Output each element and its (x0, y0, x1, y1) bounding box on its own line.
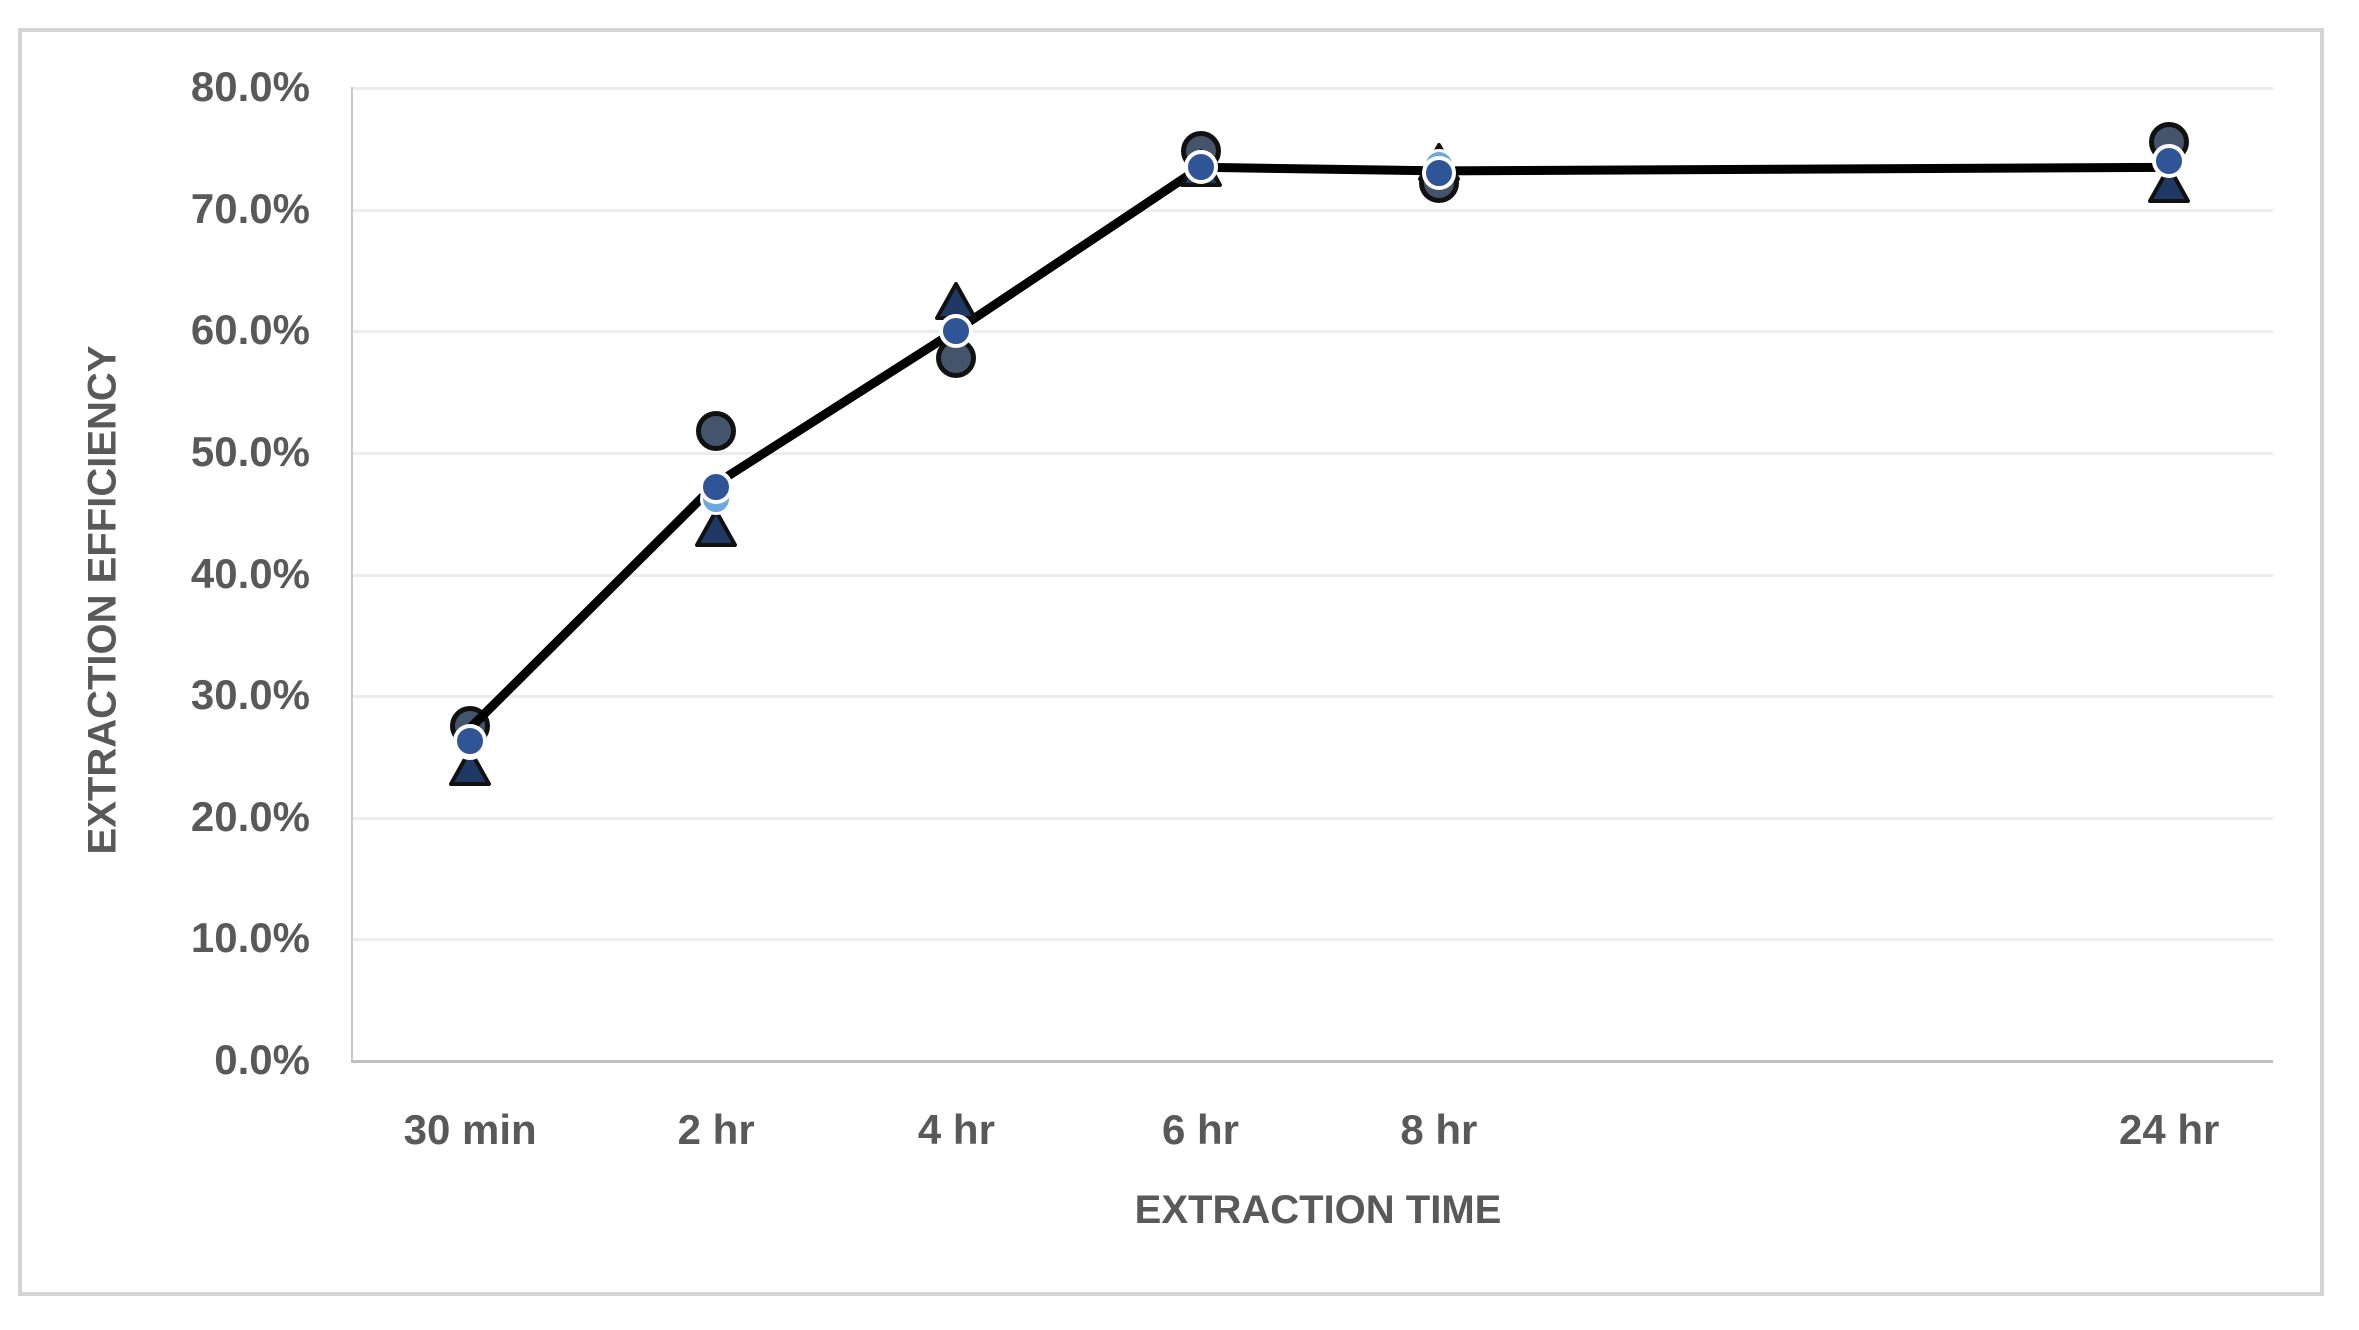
x-tick-label-30-min: 30 min (403, 1106, 537, 1153)
replicate-blue-circle-point-30-min (453, 724, 488, 759)
y-tick-label-700: 70.0% (190, 184, 310, 232)
y-axis-line (351, 87, 353, 1060)
triangle-shape (449, 747, 492, 786)
replicate-blue-circle-point-24-hr (2152, 144, 2187, 179)
y-tick-label-100: 10.0% (190, 914, 310, 962)
chart-outer-border (18, 28, 2324, 1296)
y-tick-label-200: 20.0% (190, 792, 310, 840)
replicate-navy-triangle-point-30-min (449, 747, 492, 786)
replicate-navy-triangle-point-2-hr (695, 509, 738, 548)
y-tick-label-800: 80.0% (190, 63, 310, 110)
x-tick-label-2-hr: 2 hr (677, 1106, 755, 1153)
x-tick-label-4-hr: 4 hr (917, 1106, 995, 1153)
mean-trend-line (465, 162, 2174, 733)
mean-trend-line-path (465, 162, 2174, 733)
y-axis-title: EXTRACTION EFFICIENCY (80, 345, 125, 855)
y-tick-label-300: 30.0% (190, 671, 310, 719)
gridline-80 (351, 87, 2273, 90)
y-tick-label-400: 40.0% (190, 549, 310, 597)
triangle-shape (935, 282, 978, 321)
x-tick-label-6-hr: 6 hr (1162, 1106, 1240, 1153)
gridline-70 (351, 208, 2273, 212)
y-tick-label-600: 60.0% (190, 306, 310, 354)
gridline-50 (351, 451, 2273, 455)
x-axis-baseline (351, 1060, 2273, 1063)
x-tick-label-8-hr: 8 hr (1400, 1106, 1478, 1153)
gridline-20 (351, 816, 2273, 820)
plot-area (351, 87, 2273, 1063)
replicate-dark-circle-point-4-hr (936, 338, 977, 379)
x-tick-label-24-hr: 24 hr (2119, 1106, 2220, 1153)
gridline-30 (351, 695, 2273, 699)
replicate-dark-circle-point-2-hr (696, 411, 737, 452)
y-tick-label-500: 50.0% (190, 427, 310, 475)
replicate-navy-triangle-point-24-hr (2148, 165, 2191, 204)
replicate-blue-circle-point-6-hr (1183, 150, 1218, 185)
replicate-blue-circle-point-2-hr (699, 470, 734, 505)
y-tick-label-00: 0.0% (214, 1036, 310, 1083)
x-axis-title: EXTRACTION TIME (1134, 1188, 1502, 1232)
triangle-shape (2148, 165, 2191, 204)
replicate-blue-circle-point-4-hr (939, 314, 974, 349)
replicate-blue-circle-point-8-hr (1421, 156, 1456, 191)
gridline-40 (351, 573, 2273, 577)
gridline-60 (351, 330, 2273, 334)
triangle-shape (695, 509, 738, 548)
gridline-10 (351, 938, 2273, 942)
